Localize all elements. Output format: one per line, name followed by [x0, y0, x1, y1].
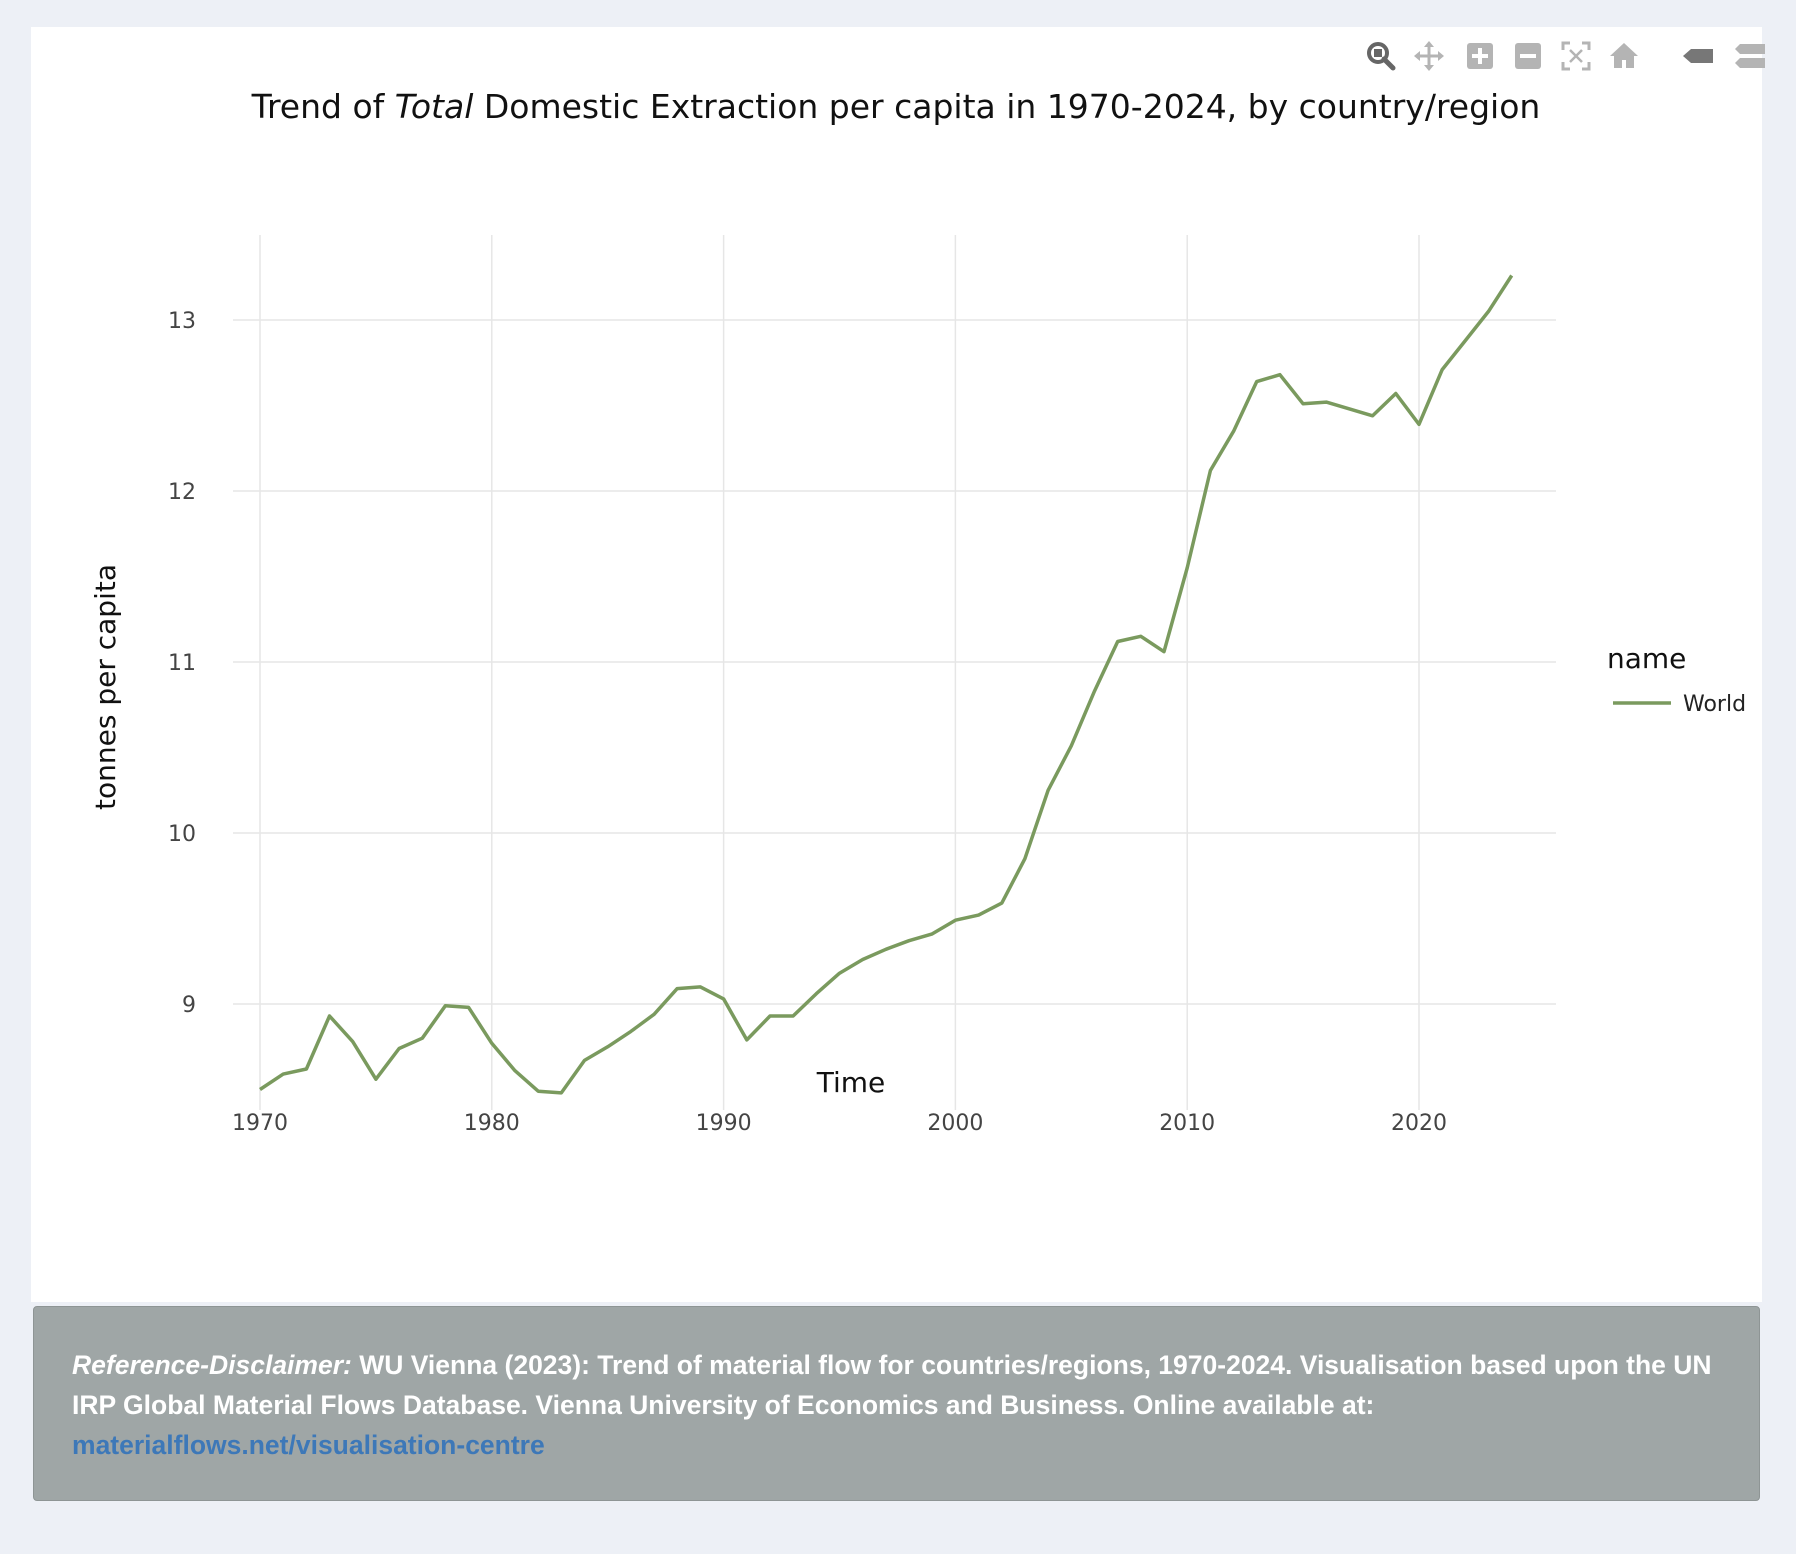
- home-icon[interactable]: [1607, 39, 1641, 73]
- data-point[interactable]: [903, 935, 915, 947]
- data-point[interactable]: [277, 1068, 289, 1080]
- data-point[interactable]: [602, 1041, 614, 1053]
- data-point[interactable]: [1112, 635, 1124, 647]
- data-point[interactable]: [949, 914, 961, 926]
- data-point[interactable]: [347, 1036, 359, 1048]
- data-point[interactable]: [324, 1010, 336, 1022]
- data-point[interactable]: [1436, 364, 1448, 376]
- axis-layer: 1970 1980 1990 2000 2010 2020 9 10 11 12 13: [168, 309, 1447, 1136]
- y-tick-label: 11: [168, 651, 196, 676]
- chart-card: Trend of Total Domestic Extraction per c…: [31, 27, 1765, 1302]
- data-point[interactable]: [579, 1054, 591, 1066]
- data-point[interactable]: [625, 1025, 637, 1037]
- data-point[interactable]: [393, 1042, 405, 1054]
- data-point[interactable]: [1042, 784, 1054, 796]
- data-point[interactable]: [1274, 369, 1286, 381]
- modebar: [1331, 33, 1771, 73]
- data-point[interactable]: [300, 1063, 312, 1075]
- x-tick-label: 1970: [232, 1111, 288, 1136]
- chart-title-part-1: Trend of: [251, 87, 395, 126]
- data-point[interactable]: [532, 1085, 544, 1097]
- y-tick-label: 10: [168, 822, 196, 847]
- data-point[interactable]: [810, 988, 822, 1000]
- x-tick-label: 2020: [1391, 1111, 1447, 1136]
- y-tick-label: 12: [168, 480, 196, 505]
- legend-title: name: [1607, 642, 1686, 675]
- data-point[interactable]: [1483, 305, 1495, 317]
- data-point[interactable]: [1204, 464, 1216, 476]
- data-point[interactable]: [764, 1010, 776, 1022]
- x-tick-label: 1980: [464, 1111, 520, 1136]
- data-point[interactable]: [1297, 398, 1309, 410]
- data-point[interactable]: [857, 954, 869, 966]
- chart-svg[interactable]: Trend of Total Domestic Extraction per c…: [31, 27, 1762, 1302]
- zoom-icon[interactable]: [1364, 39, 1398, 73]
- data-point[interactable]: [996, 897, 1008, 909]
- data-point[interactable]: [439, 1000, 451, 1012]
- data-point[interactable]: [509, 1065, 521, 1077]
- data-point[interactable]: [648, 1008, 660, 1020]
- zoom-in-icon[interactable]: [1463, 39, 1497, 73]
- chart-title-part-2: Domestic Extraction per capita in 1970-2…: [473, 87, 1540, 126]
- x-tick-label: 2000: [927, 1111, 983, 1136]
- data-point[interactable]: [1228, 425, 1240, 437]
- zoom-out-icon[interactable]: [1511, 39, 1545, 73]
- data-point[interactable]: [926, 928, 938, 940]
- data-point[interactable]: [1088, 685, 1100, 697]
- legend[interactable]: name World: [1607, 642, 1746, 717]
- data-point[interactable]: [1158, 646, 1170, 658]
- chart-title-italic: Total: [395, 87, 474, 126]
- chart-title: Trend of Total Domestic Extraction per c…: [251, 87, 1541, 126]
- data-point[interactable]: [254, 1084, 266, 1096]
- data-point[interactable]: [1367, 410, 1379, 422]
- data-point[interactable]: [834, 967, 846, 979]
- hover-closest-icon[interactable]: [1681, 39, 1715, 73]
- data-point[interactable]: [555, 1087, 567, 1099]
- legend-label: World: [1683, 692, 1746, 717]
- data-point[interactable]: [973, 909, 985, 921]
- legend-item-world[interactable]: World: [1613, 692, 1746, 717]
- data-point[interactable]: [463, 1001, 475, 1013]
- data-point[interactable]: [1320, 396, 1332, 408]
- data-point[interactable]: [1251, 376, 1263, 388]
- series-layer[interactable]: [254, 270, 1518, 1099]
- data-point[interactable]: [787, 1010, 799, 1022]
- x-tick-label: 2010: [1159, 1111, 1215, 1136]
- grid-layer: [233, 235, 1556, 1110]
- data-point[interactable]: [694, 981, 706, 993]
- data-point[interactable]: [1459, 335, 1471, 347]
- y-tick-label: 13: [168, 309, 196, 334]
- y-tick-label: 9: [182, 993, 196, 1018]
- series-line-world[interactable]: [259, 274, 1514, 1095]
- data-point[interactable]: [1181, 562, 1193, 574]
- data-point[interactable]: [741, 1034, 753, 1046]
- reference-disclaimer: Reference-Disclaimer: WU Vienna (2023): …: [33, 1306, 1760, 1501]
- data-point[interactable]: [1413, 418, 1425, 430]
- data-point[interactable]: [1390, 388, 1402, 400]
- disclaimer-link[interactable]: materialflows.net/visualisation-centre: [72, 1430, 545, 1460]
- data-point[interactable]: [880, 943, 892, 955]
- data-point[interactable]: [416, 1032, 428, 1044]
- data-point[interactable]: [1019, 853, 1031, 865]
- x-tick-label: 1990: [696, 1111, 752, 1136]
- disclaimer-lead: Reference-Disclaimer:: [72, 1350, 352, 1380]
- data-point[interactable]: [718, 993, 730, 1005]
- data-point[interactable]: [1135, 630, 1147, 642]
- disclaimer-body: WU Vienna (2023): Trend of material flow…: [72, 1350, 1712, 1420]
- data-point[interactable]: [671, 983, 683, 995]
- x-axis-title: Time: [816, 1066, 886, 1099]
- y-axis-title: tonnes per capita: [89, 564, 122, 810]
- data-point[interactable]: [370, 1073, 382, 1085]
- data-point[interactable]: [1506, 270, 1518, 282]
- pan-icon[interactable]: [1412, 39, 1446, 73]
- hover-compare-icon[interactable]: [1733, 39, 1767, 73]
- data-point[interactable]: [1343, 403, 1355, 415]
- data-point[interactable]: [486, 1037, 498, 1049]
- autoscale-icon[interactable]: [1559, 39, 1593, 73]
- data-point[interactable]: [1065, 740, 1077, 752]
